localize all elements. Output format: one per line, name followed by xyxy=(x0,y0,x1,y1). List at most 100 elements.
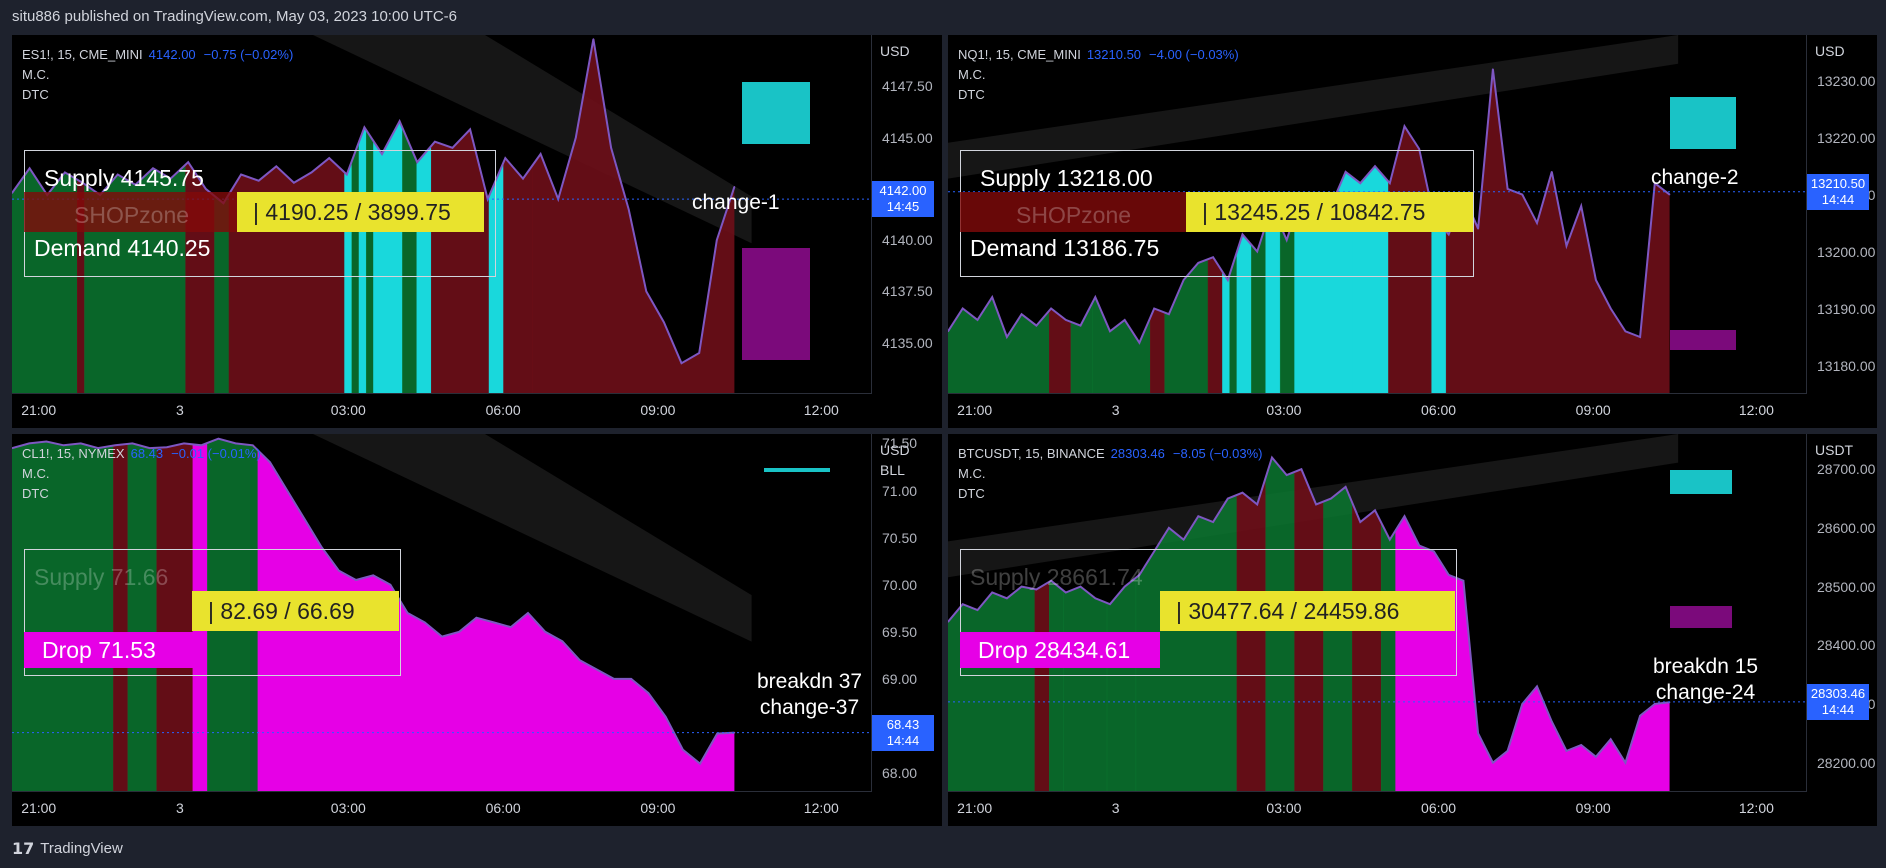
time-axis[interactable]: 21:00 3 03:00 06:00 09:00 12:00 xyxy=(12,393,872,428)
last-price-tag: 28303.46 14:44 xyxy=(1807,683,1869,720)
price-point xyxy=(1418,544,1421,547)
price-point xyxy=(310,171,313,174)
price-point xyxy=(1020,585,1023,588)
price-point xyxy=(1639,714,1641,717)
price-point xyxy=(1094,597,1097,600)
price-point xyxy=(1241,233,1244,236)
time-tick-label: 12:00 xyxy=(803,402,839,418)
drop-label: Drop 28434.61 xyxy=(960,632,1160,668)
footer-brand[interactable]: 17 TradingView xyxy=(12,839,123,858)
indicator-label: DTC xyxy=(958,87,985,102)
quote-value: 28303.46 xyxy=(1110,446,1165,461)
footer-brand-label: TradingView xyxy=(40,840,123,857)
chart-panel-1[interactable]: ES1!, 15, CME_MINI 4142.00 −0.75 (−0.02%) M… xyxy=(12,35,942,428)
time-tick-label: 03:00 xyxy=(1266,800,1302,816)
price-point xyxy=(406,612,409,614)
signal-marker-top xyxy=(1670,470,1732,494)
price-point xyxy=(148,447,151,449)
price-point xyxy=(1065,591,1067,594)
time-axis[interactable]: 21:00 3 03:00 06:00 09:00 12:00 xyxy=(948,791,1807,826)
price-point xyxy=(458,631,461,633)
price-point xyxy=(1668,193,1671,196)
price-point xyxy=(1595,279,1597,281)
price-tick-label: 4147.50 xyxy=(882,78,933,95)
price-point xyxy=(504,157,507,159)
price-point xyxy=(544,631,546,633)
currency-label: USD xyxy=(880,43,910,59)
price-point xyxy=(961,603,964,605)
supply-label: Supply 13218.00 xyxy=(980,165,1153,191)
price-point xyxy=(575,136,577,139)
price-point xyxy=(1359,182,1362,184)
price-point xyxy=(1035,588,1038,591)
range-bar: | 13245.25 / 10842.75 xyxy=(1186,192,1473,232)
quote-value: 4142.00 xyxy=(148,47,196,62)
price-point xyxy=(293,181,295,184)
time-axis[interactable]: 21:00 3 03:00 06:00 09:00 12:00 xyxy=(12,791,872,826)
supply-label: Supply 71.66 xyxy=(34,564,169,590)
last-price-tag: 68.43 14:44 xyxy=(872,714,934,751)
time-axis[interactable]: 21:00 3 03:00 06:00 09:00 12:00 xyxy=(948,393,1807,428)
price-point xyxy=(1609,307,1612,310)
price-point xyxy=(1521,703,1524,705)
price-point xyxy=(1256,250,1259,253)
chart-legend: ES1!, 15, CME_MINI 4142.00 −0.75 (−0.02%) M… xyxy=(22,45,293,105)
time-tick-label: 12:00 xyxy=(1738,800,1774,816)
symbol-label: NQ1!, 15, CME_MINI xyxy=(958,47,1081,62)
price-point xyxy=(240,173,242,176)
price-point xyxy=(416,161,419,163)
price-axis[interactable]: USDBLL68.0068.5069.0069.5070.0070.5071.0… xyxy=(871,434,942,826)
price-point xyxy=(948,621,949,623)
quote-change: −0.01 (−0.01%) xyxy=(171,446,261,461)
time-tick-label: 3 xyxy=(176,800,184,816)
price-point xyxy=(1403,125,1406,127)
price-point xyxy=(1462,579,1465,582)
price-point xyxy=(398,120,401,122)
time-tick-label: 06:00 xyxy=(485,800,521,816)
price-point xyxy=(1212,256,1214,259)
price-axis[interactable]: USD4135.004137.504140.004142.504145.0041… xyxy=(871,35,942,428)
price-point xyxy=(976,609,979,611)
price-point xyxy=(345,173,348,176)
price-tick-label: 69.00 xyxy=(882,670,918,687)
price-point xyxy=(716,732,718,735)
indicator-label: M.C. xyxy=(958,67,986,82)
demand-label: Demand 13186.75 xyxy=(970,235,1160,261)
indicator-label: M.C. xyxy=(22,466,50,481)
price-point xyxy=(355,579,357,581)
supply-label: Supply 28661.74 xyxy=(970,564,1143,590)
price-point xyxy=(1595,755,1597,758)
signal-marker-bottom xyxy=(742,248,810,360)
indicator-label: DTC xyxy=(22,87,49,102)
symbol-label: CL1!, 15, NYMEX xyxy=(22,446,125,461)
chart-panel-3[interactable]: CL1!, 15, NYMEX 68.43 −0.01 (−0.01%) M.C. DT… xyxy=(12,434,942,826)
price-point xyxy=(12,447,13,449)
price-point xyxy=(1388,182,1391,184)
chart-panel-2[interactable]: NQ1!, 15, CME_MINI 13210.50 −4.00 (−0.03%)… xyxy=(948,35,1877,428)
chart-panel-4[interactable]: BTCUSDT, 15, BINANCE 28303.46 −8.05 (−0.03… xyxy=(948,434,1877,826)
price-point xyxy=(1565,750,1568,752)
price-axis[interactable]: USDT28200.0028300.0028400.0028500.002860… xyxy=(1806,434,1877,826)
price-point xyxy=(663,321,665,324)
chart-legend: NQ1!, 15, CME_MINI 13210.50 −4.00 (−0.03%)… xyxy=(958,45,1239,105)
price-tick-label: 13180.00 xyxy=(1817,357,1876,374)
price-point xyxy=(1492,68,1494,70)
price-axis[interactable]: USD13180.0013190.0013200.0013210.0013220… xyxy=(1806,35,1877,428)
time-tick-label: 09:00 xyxy=(640,800,676,816)
price-point xyxy=(28,167,31,170)
price-point xyxy=(1168,527,1170,529)
price-point xyxy=(1374,165,1376,167)
price-point xyxy=(613,678,615,680)
price-point xyxy=(169,177,172,180)
zone-band xyxy=(960,192,1186,232)
price-point xyxy=(12,192,13,194)
price-point xyxy=(1123,319,1126,321)
price-point xyxy=(80,442,82,445)
price-tick-label: 4135.00 xyxy=(882,334,933,351)
time-tick-label: 3 xyxy=(1111,800,1120,816)
price-point xyxy=(372,574,375,577)
time-tick-label: 21:00 xyxy=(957,800,993,816)
price-point xyxy=(1639,336,1641,338)
price-point xyxy=(698,352,700,354)
price-point xyxy=(1226,279,1229,281)
